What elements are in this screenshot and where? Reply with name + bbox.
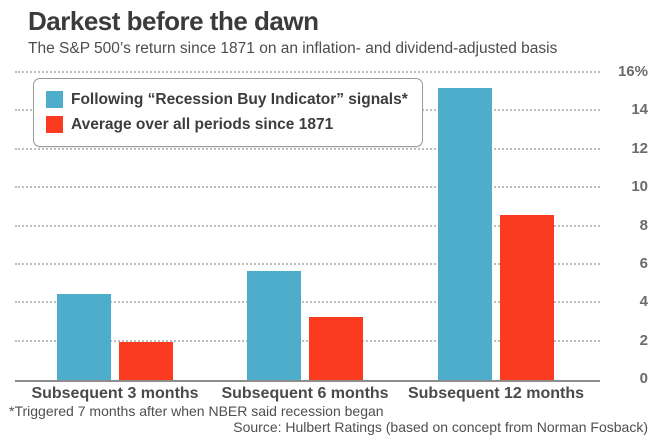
- gridline-12: [15, 147, 600, 150]
- x-axis-label-0: Subsequent 3 months: [31, 385, 199, 402]
- gridline-4: [15, 301, 600, 304]
- y-axis-label-14: 14: [631, 101, 648, 119]
- x-axis-label-1: Subsequent 6 months: [221, 385, 389, 402]
- y-axis-label-10: 10: [631, 178, 648, 196]
- y-axis-label-8: 8: [639, 216, 648, 234]
- y-axis-label-6: 6: [639, 254, 648, 272]
- legend-swatch-red-icon: [46, 116, 63, 133]
- gridline-16: [15, 71, 600, 73]
- gridline-8: [15, 224, 600, 227]
- bar-average-0: [119, 341, 173, 380]
- x-axis-label-2: Subsequent 12 months: [407, 385, 585, 402]
- gridline-10: [15, 186, 600, 189]
- y-axis-label-12: 12: [631, 139, 648, 157]
- y-axis-label-2: 2: [639, 331, 648, 349]
- chart-legend: Following “Recession Buy Indicator” sign…: [33, 78, 423, 147]
- legend-item-average: Average over all periods since 1871: [46, 112, 408, 137]
- y-axis: 0 2 4 6 8 10 12 14 16%: [603, 63, 648, 387]
- bar-average-1: [309, 316, 363, 380]
- bar-signal-0: [57, 293, 111, 380]
- y-axis-label-0: 0: [639, 370, 648, 387]
- gridline-2: [15, 339, 600, 342]
- footnote: *Triggered 7 months after when NBER said…: [9, 403, 384, 419]
- gridline-6: [15, 262, 600, 265]
- plot-area: Following “Recession Buy Indicator” sign…: [15, 71, 600, 382]
- bar-average-2: [500, 215, 554, 380]
- bar-signal-1: [247, 270, 301, 380]
- y-axis-label-16: 16%: [617, 63, 648, 80]
- legend-item-rbi: Following “Recession Buy Indicator” sign…: [46, 87, 408, 112]
- page-subtitle: The S&P 500’s return since 1871 on an in…: [28, 40, 558, 57]
- x-axis: Subsequent 3 months Subsequent 6 months Su…: [15, 385, 600, 405]
- page-title: Darkest before the dawn: [28, 6, 319, 36]
- source-note: Source: Hulbert Ratings (based on concep…: [233, 419, 648, 435]
- bar-signal-2: [438, 88, 492, 380]
- legend-label: Average over all periods since 1871: [71, 115, 334, 133]
- legend-label: Following “Recession Buy Indicator” sign…: [71, 90, 408, 108]
- legend-swatch-blue-icon: [46, 91, 63, 108]
- y-axis-label-4: 4: [639, 293, 648, 311]
